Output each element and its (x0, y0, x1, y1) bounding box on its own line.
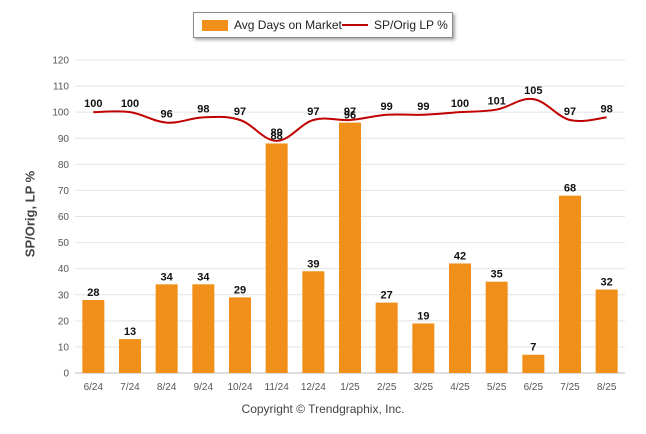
bar (339, 122, 361, 373)
legend-line-swatch (342, 24, 368, 26)
line-data-label: 98 (197, 103, 209, 115)
line-data-label: 101 (487, 96, 505, 108)
line-data-label: 105 (524, 85, 542, 97)
line-data-label: 100 (451, 98, 469, 110)
bar (119, 339, 141, 373)
y-tick-label: 40 (58, 264, 70, 275)
bar (412, 323, 435, 373)
bar (595, 289, 618, 373)
bar (82, 299, 105, 373)
x-tick-label: 11/24 (265, 382, 290, 393)
x-tick-label: 10/24 (227, 382, 252, 393)
line-data-label: 97 (307, 106, 319, 118)
y-tick-label: 0 (63, 369, 69, 380)
bar-data-label: 13 (124, 326, 136, 338)
x-tick-label: 5/25 (487, 382, 507, 393)
legend: Avg Days on Market SP/Orig LP % (193, 12, 453, 38)
bar-data-label: 39 (307, 258, 319, 270)
x-tick-label: 8/24 (157, 382, 177, 393)
bar-data-label: 88 (271, 130, 283, 142)
bar (559, 195, 581, 373)
y-tick-label: 20 (58, 316, 70, 327)
y-tick-label: 90 (58, 134, 70, 145)
bar-data-label: 29 (234, 284, 246, 296)
y-tick-label: 50 (58, 238, 70, 249)
copyright-text: Copyright © Trendgraphix, Inc. (241, 402, 405, 416)
y-tick-label: 110 (53, 82, 69, 93)
line-data-label: 97 (344, 106, 356, 118)
x-tick-label: 1/25 (340, 382, 360, 393)
y-tick-label: 10 (58, 342, 70, 353)
bar (302, 271, 325, 373)
line-data-label: 98 (601, 103, 613, 115)
bar (449, 263, 471, 373)
x-tick-label: 3/25 (414, 382, 434, 393)
y-tick-label: 80 (58, 160, 70, 171)
line-data-label: 99 (381, 101, 393, 113)
bar-data-label: 27 (381, 290, 393, 302)
x-tick-label: 6/24 (84, 382, 104, 393)
line-data-label: 100 (121, 98, 139, 110)
bar-data-label: 19 (417, 310, 429, 322)
x-tick-label: 2/25 (377, 382, 397, 393)
line-data-label: 89 (271, 127, 283, 139)
x-tick-label: 12/24 (301, 382, 326, 393)
legend-line-label: SP/Orig LP % (374, 18, 448, 32)
line-data-label: 97 (564, 106, 576, 118)
bar-data-label: 68 (564, 183, 576, 195)
x-tick-label: 6/25 (524, 382, 544, 393)
line-data-label: 99 (417, 101, 429, 113)
bar (192, 284, 215, 373)
bar (485, 281, 508, 373)
y-tick-label: 30 (58, 290, 70, 301)
x-tick-label: 7/25 (560, 382, 580, 393)
x-tick-label: 4/25 (450, 382, 470, 393)
y-tick-label: 70 (58, 186, 70, 197)
bar-data-label: 42 (454, 250, 466, 262)
y-tick-label: 100 (52, 108, 69, 119)
bar (522, 354, 545, 373)
line-data-label: 100 (84, 98, 102, 110)
bar (265, 143, 288, 373)
bar-data-label: 35 (491, 269, 503, 281)
bar-data-label: 28 (87, 287, 99, 299)
bar-data-label: 32 (601, 277, 613, 289)
x-tick-label: 9/24 (194, 382, 214, 393)
bar (375, 302, 398, 373)
bar (229, 297, 251, 373)
line-data-label: 97 (234, 106, 246, 118)
y-tick-label: 60 (58, 212, 70, 223)
x-tick-label: 8/25 (597, 382, 617, 393)
bar (155, 284, 178, 373)
series-line (93, 97, 607, 142)
y-tick-label: 120 (52, 56, 69, 67)
x-tick-label: 7/24 (120, 382, 140, 393)
legend-bar-label: Avg Days on Market (234, 18, 342, 32)
bar-data-label: 96 (344, 110, 356, 122)
legend-bar-swatch (202, 20, 228, 31)
bar-data-label: 34 (161, 271, 174, 283)
bar-data-label: 34 (197, 271, 210, 283)
line-data-label: 96 (161, 109, 173, 121)
bar-data-label: 7 (530, 342, 536, 354)
